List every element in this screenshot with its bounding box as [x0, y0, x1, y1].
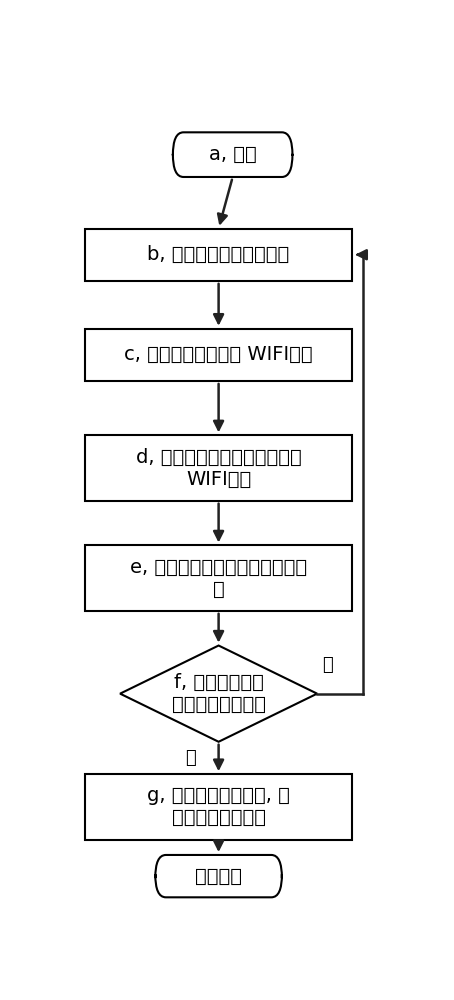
Bar	[85, 545, 352, 611]
Text: g, 返回登录成功信息, 并
开始上传信息功能: g, 返回登录成功信息, 并 开始上传信息功能	[147, 786, 290, 827]
FancyBboxPatch shape	[155, 855, 282, 897]
Bar	[85, 774, 352, 840]
Text: f, 判断智能设备
是否接入运营网络: f, 判断智能设备 是否接入运营网络	[172, 673, 266, 714]
Bar	[85, 229, 352, 281]
Text: d, 移动客户端搜索并接入预设
WIFI网络: d, 移动客户端搜索并接入预设 WIFI网络	[136, 448, 301, 489]
Bar	[85, 435, 352, 501]
Text: a, 开始: a, 开始	[209, 145, 257, 164]
Text: b, 智能设备初始化或重置: b, 智能设备初始化或重置	[148, 245, 290, 264]
Text: 接入完成: 接入完成	[195, 867, 242, 886]
Text: e, 移动客户端发送控制与登录信
息: e, 移动客户端发送控制与登录信 息	[130, 558, 307, 599]
Polygon shape	[120, 646, 317, 742]
Text: 是: 是	[185, 749, 196, 767]
Text: c, 智能设备建立预设 WIFI网络: c, 智能设备建立预设 WIFI网络	[124, 345, 313, 364]
Text: 否: 否	[322, 656, 333, 674]
Bar	[85, 329, 352, 381]
FancyBboxPatch shape	[173, 132, 292, 177]
